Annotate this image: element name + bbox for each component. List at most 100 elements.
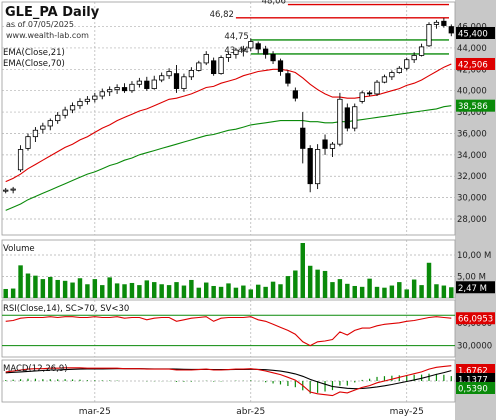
legend-ema70: EMA(Close,70) <box>3 59 65 69</box>
candle-body <box>344 107 350 129</box>
x-tick-label: abr-25 <box>236 407 265 417</box>
candle-body <box>292 90 298 99</box>
last-price-tag-bg <box>456 26 495 39</box>
candle-body <box>359 92 365 102</box>
y-tick-label: 38,000 <box>457 108 487 118</box>
volume-bar <box>129 282 135 298</box>
candle-body <box>40 125 46 130</box>
candle-body <box>366 92 373 95</box>
volume-bar <box>92 279 98 298</box>
rsi-tag: 66,0953 <box>458 315 493 325</box>
volume-bar <box>85 284 90 298</box>
candle-body <box>136 80 143 85</box>
vol-tick-label: 10,00 M <box>457 251 491 261</box>
volume-bar <box>25 273 31 298</box>
volume-bar <box>397 282 402 298</box>
volume-bar <box>255 284 261 298</box>
candle-body <box>448 26 454 34</box>
volume-bar <box>33 275 38 298</box>
candle-body <box>381 76 388 83</box>
candle-body <box>173 73 180 89</box>
legend-ema21: EMA(Close,21) <box>3 48 65 58</box>
candle-body <box>211 60 217 75</box>
volume-bar <box>382 287 387 298</box>
panel-rsi <box>1 299 456 358</box>
ema70-line <box>5 105 452 211</box>
candle-body <box>337 98 343 145</box>
y-tick-label: 44,000 <box>457 44 487 54</box>
volume-bar <box>218 286 224 298</box>
volume-bar <box>426 262 432 298</box>
candle-body <box>69 105 76 111</box>
volume-bar <box>18 265 23 298</box>
volume-bar <box>441 285 447 298</box>
volume-bar <box>159 284 164 298</box>
candle-body <box>166 71 172 77</box>
volume-bar <box>77 278 83 298</box>
volume-bar <box>248 289 254 298</box>
axis-strip <box>455 0 496 420</box>
candle-body <box>159 75 165 81</box>
candle-body <box>255 43 261 50</box>
volume-bar <box>40 279 46 298</box>
volume-bar <box>330 282 335 298</box>
volume-bar <box>359 286 365 298</box>
candle-body <box>47 120 53 127</box>
volume-bar <box>166 285 172 298</box>
y-tick-label: 42,000 <box>457 65 487 75</box>
volume-bar <box>3 288 8 298</box>
volume-bar <box>100 285 105 298</box>
candle-body <box>92 95 98 100</box>
ema70-tag-bg <box>456 99 495 112</box>
candle-body <box>404 59 410 69</box>
volume-tag-bg <box>456 281 495 294</box>
signal-tag: 1,1377 <box>458 376 488 386</box>
panel-price <box>1 1 456 236</box>
volume-tag: 2,47 M <box>458 284 487 294</box>
volume-bar <box>404 289 409 298</box>
candle-body <box>314 149 321 185</box>
candle-body <box>240 48 246 51</box>
candle-body <box>248 41 254 49</box>
y-tick-label: 36,000 <box>457 129 487 139</box>
volume-bar <box>345 283 350 298</box>
volume-bar <box>307 265 313 298</box>
volume-bar <box>137 285 142 298</box>
volume-bar <box>10 288 16 298</box>
candle-body <box>307 148 313 185</box>
candle-body <box>188 70 194 78</box>
macd-tag: 1,6762 <box>458 367 488 377</box>
rsi-tag-bg <box>456 312 495 325</box>
volume-bar <box>241 285 246 298</box>
candle-body <box>396 67 402 73</box>
candle-body <box>374 81 380 95</box>
candle-body <box>300 127 306 149</box>
candle-body <box>144 80 150 89</box>
volume-bar <box>55 279 60 298</box>
rsi-label: RSI(Close,14), SC>70, SV<30 <box>3 304 129 314</box>
candle-body <box>181 76 187 89</box>
volume-bar <box>114 283 120 298</box>
chart-subtitle: as of 07/05/2025 <box>6 20 74 29</box>
candle-body <box>441 20 447 26</box>
chart-watermark: www.wealth-lab.com <box>6 31 89 40</box>
macd-line <box>5 365 452 397</box>
candle-body <box>426 24 432 47</box>
volume-bar <box>352 285 357 298</box>
candle-body <box>418 46 425 56</box>
level-label: 46,82 <box>210 10 234 20</box>
candle-body <box>77 100 83 107</box>
candle-body <box>32 129 39 138</box>
candle-body <box>62 109 68 116</box>
candle-body <box>121 87 128 92</box>
candle-body <box>129 83 135 92</box>
y-tick-label: 40,000 <box>457 87 487 97</box>
candle-body <box>25 136 31 149</box>
volume-bar <box>122 284 127 298</box>
candle-body <box>3 189 9 192</box>
last-price-tag: 45,400 <box>458 29 488 39</box>
chart-title: GLE_PA Daily <box>5 5 100 20</box>
y-tick-label: 32,000 <box>457 172 487 182</box>
